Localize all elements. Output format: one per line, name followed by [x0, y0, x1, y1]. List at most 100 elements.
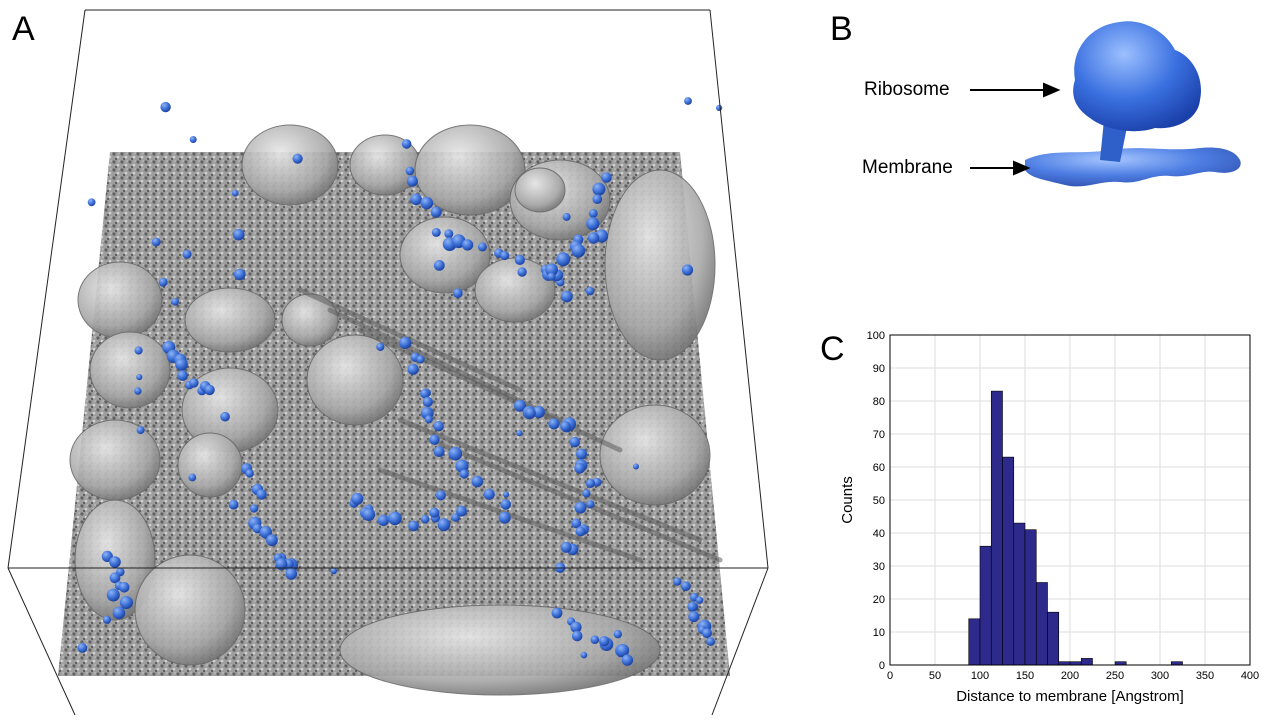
ribosome-particle: [451, 513, 460, 522]
ribosome-particle: [616, 644, 630, 657]
ribosome-particle: [471, 475, 484, 488]
ribosome-particle: [102, 615, 112, 624]
ribosome-particle: [575, 526, 586, 537]
ribosome-particle: [560, 541, 572, 553]
ribosome-particle: [688, 611, 700, 623]
ribosome-particle: [406, 175, 418, 187]
vesicle-membrane: [77, 261, 163, 339]
membrane-sheet: [427, 437, 723, 563]
ribosome-particle: [680, 581, 691, 592]
ribosome-particle: [601, 172, 612, 183]
ribosome-particle: [429, 507, 440, 518]
ribosome-particle: [433, 421, 444, 432]
x-tick-label: 0: [887, 670, 893, 682]
ribosome-particle: [420, 196, 434, 210]
panel-label-b: B: [830, 10, 853, 48]
tomogram-render: [7, 9, 769, 716]
ribosome-particle: [422, 396, 433, 407]
vesicle-membrane: [474, 257, 556, 323]
ribosome-particle: [517, 267, 527, 277]
histogram-bar: [1002, 456, 1015, 666]
ribosome-particle: [569, 436, 580, 448]
vesicle-membrane: [339, 604, 661, 696]
ribosome-particle: [574, 462, 586, 474]
ribosome-particle: [420, 388, 430, 399]
x-tick-label: 400: [1241, 670, 1259, 682]
ribosome-particle: [232, 228, 245, 241]
ribosome-particle: [106, 588, 120, 602]
ribosome-particle: [587, 232, 600, 244]
vesicle-membrane: [177, 432, 243, 498]
ribosome-particle: [444, 229, 454, 239]
ribosome-particle: [420, 514, 430, 524]
vesicle-membrane: [599, 404, 711, 506]
distance-histogram-panel: C 0 50 100 150 200 250 300 350 400 0 10 20 30 40 50 60…: [820, 320, 1271, 719]
ribosome-particle: [151, 237, 161, 247]
ribosome-structure: [970, 21, 1241, 187]
ribosome-particle: [177, 370, 188, 381]
ribosome-particle: [189, 136, 197, 143]
x-tick-labels: 0 50 100 150 200 250 300 350 400: [887, 670, 1259, 682]
ribosome-particle: [592, 194, 603, 204]
vesicle-membrane: [69, 419, 161, 501]
ribosome-particle: [570, 621, 582, 633]
ribosome-particle: [189, 378, 199, 388]
x-tick-label: 300: [1151, 670, 1169, 682]
ribosome-particle: [702, 628, 712, 639]
membrane-density: [1025, 147, 1241, 187]
vesicle-membrane: [241, 124, 339, 206]
ribosome-particle: [112, 606, 126, 620]
ribosome-particle: [545, 263, 558, 277]
ribosome-particle: [585, 286, 595, 296]
histogram-chart: 0 50 100 150 200 250 300 350 400 0 10 20 30 40 50 60 70…: [839, 330, 1259, 705]
plot-frame: [889, 334, 1251, 666]
histogram-bar: [1035, 582, 1048, 666]
ribosome-particle: [376, 342, 385, 351]
ribosome-particle: [706, 637, 715, 646]
ribosome-particle: [585, 478, 596, 488]
histogram-bar: [1047, 611, 1060, 666]
x-axis-label: Distance to membrane [Angstrom]: [956, 688, 1184, 705]
ribosome-particle: [571, 243, 586, 258]
ribosome-particle: [388, 511, 402, 526]
ribosome-particle: [498, 511, 511, 524]
vesicle-membrane: [184, 287, 276, 353]
membrane-sheet: [357, 327, 623, 453]
vesicle-membrane: [399, 216, 491, 294]
y-tick-label: 100: [867, 330, 885, 342]
ribosome-particle: [429, 434, 440, 445]
ribosome-particle: [590, 635, 600, 644]
ribosome-particle: [571, 630, 583, 642]
ribosome-particle: [592, 182, 606, 196]
ribosome-particle: [136, 426, 145, 435]
x-tick-label: 100: [971, 670, 989, 682]
chart-grid: [889, 334, 1251, 666]
ribosome-particle: [231, 189, 239, 197]
ribosome-particle: [109, 572, 121, 584]
ribosome-particle: [77, 643, 88, 653]
x-tick-label: 150: [1016, 670, 1034, 682]
ribosome-particle: [551, 607, 563, 619]
panel-label-c: C: [820, 330, 845, 368]
ribosome-particle: [220, 411, 230, 422]
ribosome-particle: [416, 355, 425, 364]
y-axis-label: Counts: [839, 476, 856, 524]
ribosome-particle: [532, 405, 545, 419]
ribosome-particle: [582, 489, 591, 498]
histogram-bar: [979, 545, 992, 666]
ribosome-particle: [175, 358, 188, 371]
y-tick-label: 10: [873, 627, 885, 639]
ribosome-particle: [695, 596, 704, 604]
ribosome-particle: [503, 491, 510, 498]
histogram-bars: [968, 390, 1183, 666]
ribosome-particle: [633, 463, 639, 470]
panel-label-a: A: [12, 10, 35, 48]
ribosome-particle: [134, 346, 143, 355]
ribosome-particle: [716, 104, 723, 111]
ribosome-particle: [266, 534, 278, 547]
ribosome-particle: [673, 577, 682, 586]
ribosome-particle: [547, 272, 556, 281]
ribosome-particle: [576, 448, 587, 460]
ribosome-particle: [687, 601, 698, 612]
ribosome-particle: [204, 384, 215, 396]
